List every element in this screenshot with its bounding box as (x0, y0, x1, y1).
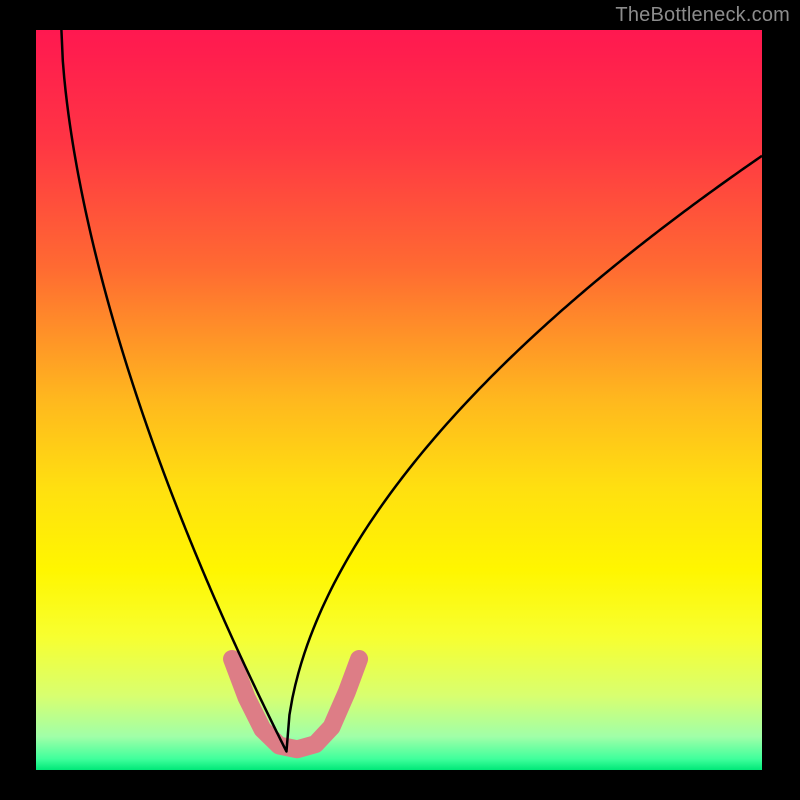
watermark-text: TheBottleneck.com (615, 4, 790, 27)
plot-area (36, 30, 762, 770)
curve-layer (36, 30, 762, 770)
highlight-path (232, 659, 359, 749)
bottleneck-curve (61, 30, 762, 752)
